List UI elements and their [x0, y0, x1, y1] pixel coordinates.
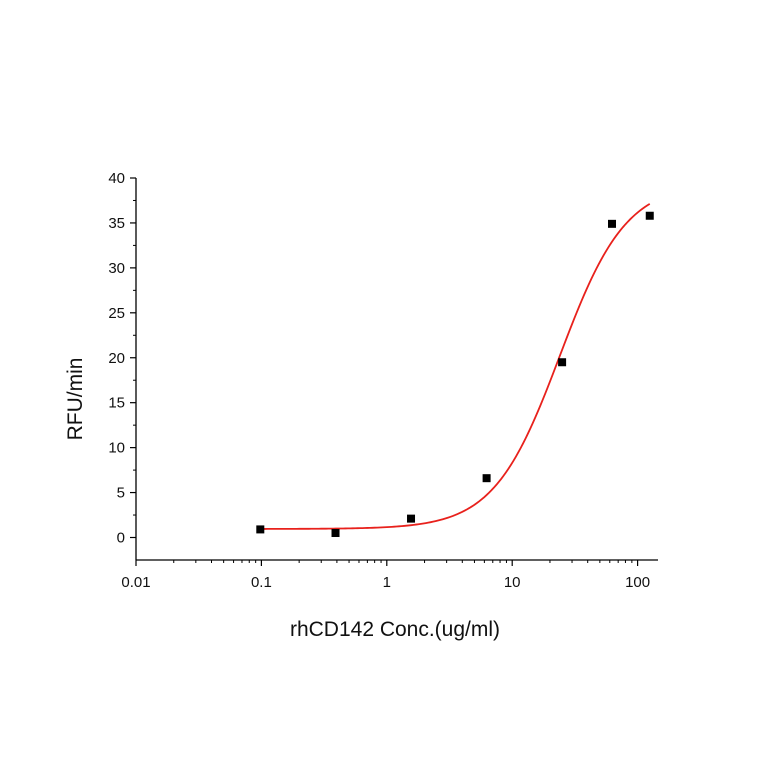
y-tick-label: 25: [108, 305, 125, 322]
x-axis-title: rhCD142 Conc.(ug/ml): [290, 618, 500, 641]
data-points-group: [256, 211, 654, 538]
y-tick-label: 15: [108, 395, 125, 412]
fit-curve: [260, 203, 651, 530]
data-point: [256, 525, 265, 534]
data-point: [331, 529, 340, 538]
y-tick-label: 10: [108, 440, 125, 457]
x-tick-label: 1: [383, 574, 391, 591]
y-axis-title: RFU/min: [64, 358, 87, 441]
x-tick-label: 0.01: [121, 574, 150, 591]
data-point: [407, 514, 416, 523]
y-tick-label: 20: [108, 350, 125, 367]
y-tick-label: 40: [108, 170, 125, 187]
fit-curve-group: [260, 203, 651, 530]
data-point: [608, 219, 617, 228]
y-tick-label: 35: [108, 215, 125, 232]
y-tick-label: 30: [108, 260, 125, 277]
axes: 0 5 10 15 20 25 30 35 40 0.01 0.1 1 10 100: [108, 170, 658, 591]
y-tick-label: 0: [117, 530, 125, 547]
data-point: [482, 474, 491, 483]
x-tick-label: 0.1: [251, 574, 272, 591]
x-tick-label: 100: [625, 574, 650, 591]
data-point: [645, 211, 654, 220]
x-tick-label: 10: [504, 574, 521, 591]
y-tick-label: 5: [117, 485, 125, 502]
data-point: [558, 358, 567, 367]
